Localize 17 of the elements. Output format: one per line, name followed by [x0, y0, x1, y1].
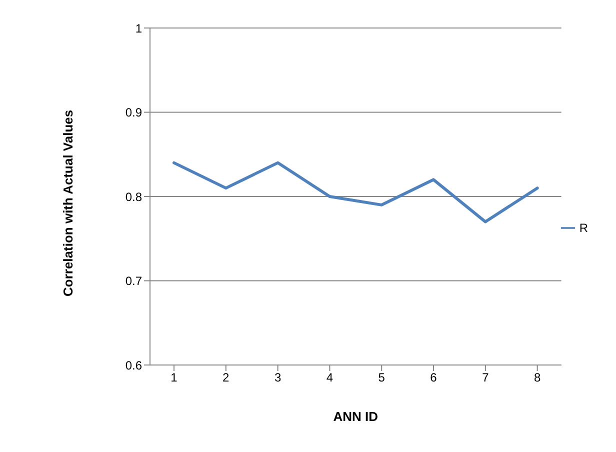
y-axis-title: Correlation with Actual Values: [60, 110, 76, 296]
x-tick-label: 3: [274, 370, 282, 385]
y-tick-label: 1: [135, 21, 142, 36]
y-tick-label: 0.9: [125, 106, 142, 120]
x-axis-title: ANN ID: [333, 409, 378, 424]
x-tick-label: 1: [170, 370, 178, 385]
x-tick-label: 5: [378, 370, 386, 385]
legend-label: R: [579, 220, 588, 235]
x-tick-label: 2: [222, 370, 230, 385]
line-series: [172, 161, 539, 224]
y-tick-label: 0.8: [125, 190, 142, 204]
x-tick-label: 8: [534, 370, 541, 385]
y-tick-label: 0.6: [125, 358, 142, 372]
x-tick-label: 4: [326, 370, 334, 385]
x-tick-label: 7: [482, 370, 490, 385]
x-tick-label: 6: [430, 370, 438, 385]
y-tick-label: 0.7: [125, 274, 142, 288]
